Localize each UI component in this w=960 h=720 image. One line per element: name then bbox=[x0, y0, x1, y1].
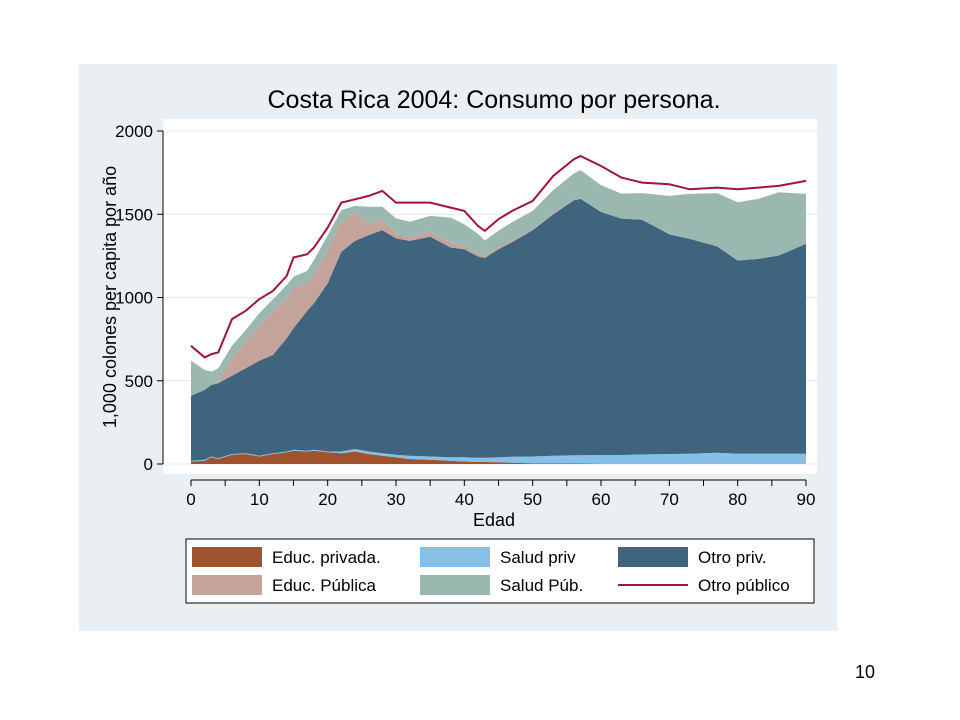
legend-label: Educ. privada. bbox=[272, 548, 381, 567]
line-series bbox=[190, 154, 807, 359]
legend-swatch bbox=[192, 547, 262, 567]
y-tick-label: 2000 bbox=[115, 122, 153, 141]
area-otro-priv bbox=[191, 198, 806, 461]
y-axis-label: 1,000 colones per capita por año bbox=[100, 166, 120, 428]
y-tick-label: 1000 bbox=[115, 289, 153, 308]
area-salud-priv bbox=[191, 449, 806, 464]
x-tick-label: 10 bbox=[250, 490, 269, 509]
stacked-areas bbox=[191, 170, 806, 464]
line-otro-publico bbox=[190, 154, 807, 359]
y-tick-label: 500 bbox=[125, 372, 153, 391]
y-tick-label: 0 bbox=[144, 455, 153, 474]
legend-box bbox=[185, 538, 815, 604]
chart-panel: Costa Rica 2004: Consumo por persona. 0 5… bbox=[79, 64, 837, 631]
x-tick-label: 70 bbox=[660, 490, 679, 509]
legend-label: Salud priv bbox=[500, 548, 576, 567]
area-chart: Costa Rica 2004: Consumo por persona. 0 5… bbox=[100, 86, 817, 604]
area-educ-p-blica bbox=[191, 198, 806, 396]
legend-swatch bbox=[420, 575, 490, 595]
x-tick-label: 90 bbox=[797, 490, 816, 509]
legend-swatch bbox=[192, 575, 262, 595]
axes: 0 500 1000 1500 2000 0 10 20 30 40 50 60 70 80 90 bbox=[115, 122, 815, 509]
x-tick-label: 40 bbox=[455, 490, 474, 509]
legend-swatch bbox=[420, 547, 490, 567]
x-tick-label: 80 bbox=[728, 490, 747, 509]
x-tick-label: 20 bbox=[318, 490, 337, 509]
legend: Educ. privada. Salud priv Otro priv. Educ. … bbox=[185, 538, 815, 604]
x-tick-label: 60 bbox=[592, 490, 611, 509]
y-tick-label: 1500 bbox=[115, 205, 153, 224]
chart-title: Costa Rica 2004: Consumo por persona. bbox=[267, 86, 720, 114]
x-tick-label: 50 bbox=[523, 490, 542, 509]
area-educ-privada bbox=[191, 450, 806, 464]
legend-label: Otro público bbox=[698, 576, 790, 595]
x-tick-label: 0 bbox=[186, 490, 195, 509]
x-tick-label: 30 bbox=[387, 490, 406, 509]
legend-label: Educ. Pública bbox=[272, 576, 376, 595]
slide-number: 10 bbox=[854, 662, 876, 682]
x-axis-label: Edad bbox=[473, 510, 515, 530]
legend-label: Otro priv. bbox=[698, 548, 767, 567]
legend-label: Salud Púb. bbox=[500, 576, 583, 595]
legend-swatch bbox=[618, 547, 688, 567]
